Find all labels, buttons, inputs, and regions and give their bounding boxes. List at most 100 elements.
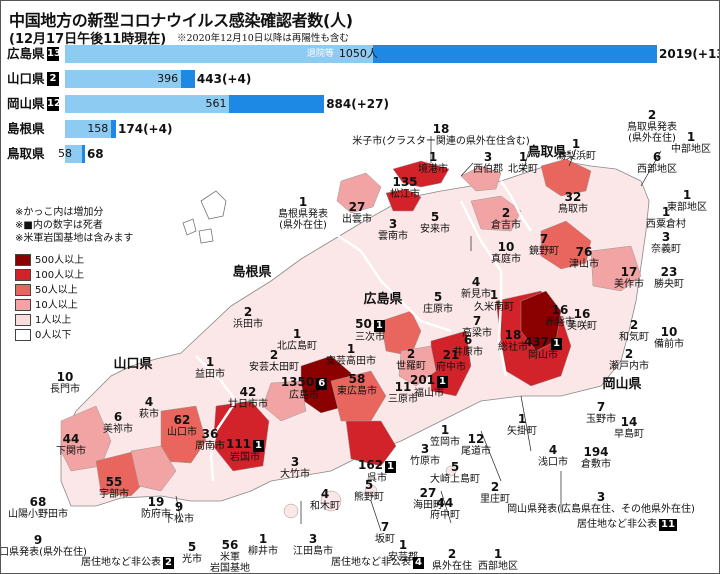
place-count: 44 [436,496,454,510]
bar-recovered [65,70,182,88]
place-name: 防府市 [141,509,171,520]
place-name: 米子市(クラスター関連の県外在住含む) [352,136,530,147]
place-count: 27 [348,200,366,214]
place-label: 44 下関市 [56,433,86,458]
place-name: 江田島市 [293,546,333,557]
legend-note: ※かっこ内は増加分 [15,207,104,218]
place-count: 11 [394,380,412,394]
place-name: 周南市 [195,441,225,452]
total-value: 2019(+138) [659,47,719,61]
place-count: 7 [539,232,549,246]
recovered-value: 561 [205,97,227,110]
place-name: 東部地区 [667,202,707,213]
place-name: 熊野町 [354,492,384,503]
legend-swatch [15,299,31,311]
place-count: 2 [624,347,634,361]
legend-swatch [15,254,31,266]
place-label: 5 熊野町 [354,479,384,504]
place-label: 23 勝央町 [654,266,684,291]
legend-swatch [15,314,31,326]
place-count: 17 [620,265,638,279]
place-label: 2 鳥取県発表 (県外在住) [627,108,677,145]
place-name: 瀬戸内市 [609,361,649,372]
place-count: 1 [428,150,438,164]
place-label: 1 湯梨浜町 [556,138,596,163]
place-count: 1 [205,355,215,369]
place-label: 7 玉野市 [586,401,616,426]
place-label: 27 出雲市 [342,200,372,226]
footnote-text: 居住地など非公表 [331,557,411,568]
place-label: 12 尾道市 [461,433,491,458]
place-name: 西部地区 [637,164,677,175]
legend-label: 0人以下 [35,330,72,341]
place-count: 10 [497,240,515,254]
place-label: 135 松江市 [390,176,420,201]
place-name: 米軍 [220,552,240,563]
place-label: 7 鏡野町 [529,232,559,258]
place-label: 2 瀬戸内市 [609,347,649,373]
place-name: 美作市 [614,279,644,290]
place-name: (県外在住) [628,133,676,144]
place-name: 浅口市 [538,457,568,468]
death-box: 1 [373,320,385,332]
place-label: 1 柳井市 [248,533,278,558]
place-name: 岩国基地 [210,563,250,574]
place-count: 62 [173,413,191,427]
place-label: 3 西伯郡 [473,151,503,176]
recovered-value: 396 [157,72,179,85]
place-count: 4 [144,395,154,409]
place-label: 36 周南市 [195,428,225,453]
place-name: 総社市 [498,342,528,353]
total-value: 68 [86,147,104,161]
place-name: 笠岡市 [430,437,460,448]
place-count: 42 [239,385,257,399]
place-count: 7 [472,314,482,328]
place-count: 2 [647,108,657,122]
place-count: 1 [686,130,696,144]
place-label: 58 東広島市 [337,373,377,398]
place-name: 赤磐市 [545,317,575,328]
place-count: 16 [551,303,569,317]
place-count: 2 [406,347,416,361]
place-count: 76 [575,245,593,259]
place-name: 奈義町 [651,244,681,255]
place-label: 76 津山市 [569,245,599,271]
place-name: 安芸太田町 [249,362,299,373]
place-count: 32 [564,190,582,204]
bar-recovered [65,95,230,113]
bar-pref-label: 広島県 [7,46,45,61]
place-label: 16 赤磐市 [545,303,575,329]
place-label: 18 米子市(クラスター関連の県外在住含む) [352,123,530,148]
place-name: 中部地区 [671,144,711,155]
place-count: 1 [682,188,692,202]
place-count: 56 [221,538,239,552]
pref-name-hiroshima: 広島県 [363,292,403,307]
legend-item: 500人以上 [15,253,133,268]
death-count-box: 12 [47,97,61,111]
place-count: 9 [174,500,184,514]
place-count: 1 [298,195,308,209]
bar-pref-label: 岡山県 [7,96,45,111]
recovered-prefix: 退院等 [306,49,334,59]
place-name: 新見市 [461,289,491,300]
place-label: 5 大崎上島町 [430,461,480,486]
place-count: 27 [419,486,437,500]
place-label: 32 鳥取市 [558,190,588,216]
place-count: 5 [187,540,197,554]
region-shimane-yamaguchi-north [60,160,650,507]
note-reinfection: ※2020年12月10日以降は再陽性も含む [177,33,349,44]
place-name: 鏡野町 [529,246,559,257]
legend-swatch [15,284,31,296]
place-name: 浜田市 [233,319,263,330]
place-count: 21 [442,348,460,362]
place-name: 玉野市 [586,414,616,425]
place-count: 2 [243,305,253,319]
place-count: 3 [388,217,398,231]
footnote-hiroshima: 居住地など非公表 4 [331,557,424,569]
place-name: 倉吉市 [491,220,521,231]
place-count: 55 [105,475,123,489]
place-label: 201 1 福山市 [410,374,449,399]
timestamp: (12月17日午後11時現在) [9,32,167,47]
place-name: 美祢市 [103,424,133,435]
place-count: 4 [548,443,558,457]
